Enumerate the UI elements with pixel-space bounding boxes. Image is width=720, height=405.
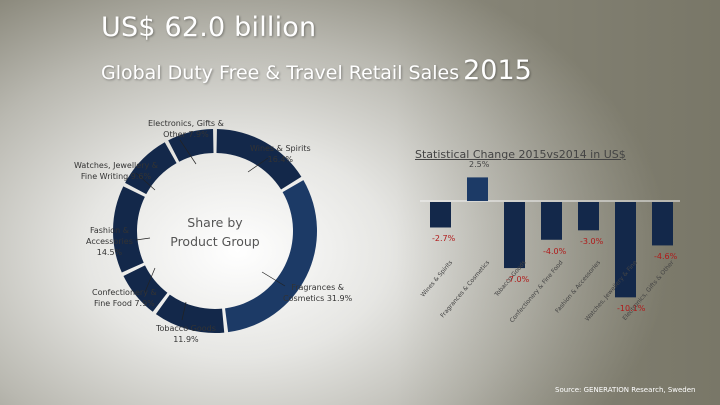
bar-value-label: -7.0% <box>506 275 530 285</box>
label-confectionery: Confectionery & Fine Food 7.9% <box>92 288 157 308</box>
label-electronics: Electronics, Gifts & Other 7.9% <box>148 119 224 139</box>
bar-value-label: -10.1% <box>617 304 646 314</box>
page-subtitle: Global Duty Free & Travel Retail Sales 20… <box>101 55 532 86</box>
donut-segment-electronics <box>168 129 214 162</box>
leader-line <box>135 172 156 191</box>
subtitle-text: Global Duty Free & Travel Retail Sales <box>101 62 460 84</box>
bar-value-label: 2.5% <box>469 160 490 170</box>
bar-chart-title: Statistical Change 2015vs2014 in US$ <box>415 148 626 161</box>
donut-segment-fragrances <box>225 180 317 333</box>
donut-segment-wines <box>216 129 302 190</box>
bar-value-label: -4.0% <box>543 246 567 256</box>
bar <box>578 202 599 231</box>
bar-value-label: -2.7% <box>432 234 456 244</box>
label-tobacco: Tobacco Goods 11.9% <box>156 324 216 344</box>
bar <box>504 202 525 269</box>
bar <box>615 202 636 298</box>
bar-value-label: -3.0% <box>580 237 604 247</box>
bar <box>652 202 673 246</box>
donut-segment-fashion <box>113 186 145 273</box>
donut-segment-tobacco <box>155 294 225 334</box>
bar-value-label: -4.6% <box>654 252 678 262</box>
leader-line <box>135 237 151 241</box>
leader-line <box>247 157 269 173</box>
donut-center-label: Share by Product Group <box>160 213 270 251</box>
label-wines: Wines & Spirits 16.4% <box>250 144 311 164</box>
leader-line <box>179 139 197 165</box>
source-note: Source: GENERATION Research, Sweden <box>555 386 696 394</box>
bar <box>467 177 488 201</box>
subtitle-year: 2015 <box>463 55 532 86</box>
label-fashion: Fashion & Accessories 14.5% <box>86 226 133 257</box>
bar <box>541 202 562 240</box>
page-title: US$ 62.0 billion <box>101 12 317 43</box>
leader-line <box>261 271 286 287</box>
center-line2: Product Group <box>170 234 260 249</box>
center-line1: Share by <box>187 215 243 230</box>
label-watches: Watches, Jewellery & Fine Writing 9.6% <box>74 161 158 181</box>
bar <box>430 202 451 228</box>
donut-segment-watches <box>125 142 177 195</box>
leader-line <box>181 301 187 321</box>
leader-line <box>144 267 156 293</box>
label-fragrances: Fragrances & Cosmetics 31.9% <box>283 283 353 303</box>
donut-segment-confectionery <box>123 265 168 312</box>
